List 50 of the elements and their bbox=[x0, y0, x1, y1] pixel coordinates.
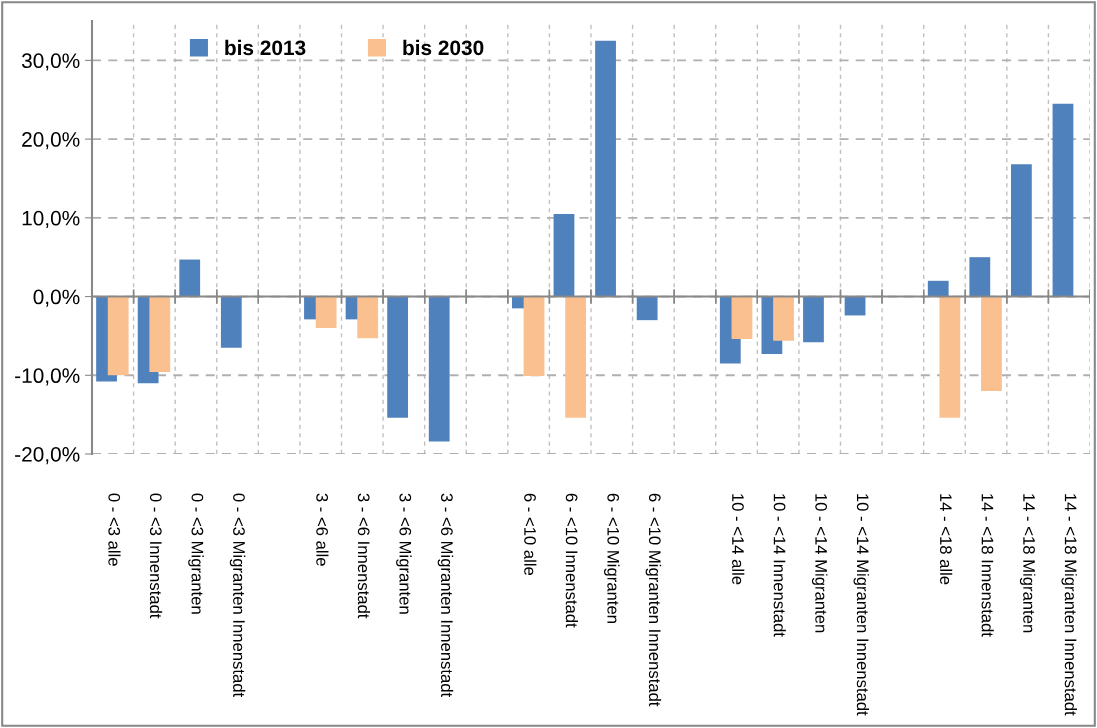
x-tick-label: 10 - <14 Innenstadt bbox=[773, 494, 786, 637]
x-tick-label: 3 - <6 Innenstadt bbox=[357, 493, 371, 619]
x-tick-label: 6 - <10 alle bbox=[524, 493, 537, 576]
bar bbox=[565, 296, 587, 418]
y-tick-label: 10,0% bbox=[22, 210, 80, 229]
bar bbox=[939, 296, 961, 418]
bar bbox=[773, 296, 794, 341]
legend-label: bis 2030 bbox=[403, 39, 484, 56]
bar bbox=[927, 280, 949, 297]
x-tick-label: 3 - <6 Migranten bbox=[396, 493, 412, 614]
bar bbox=[107, 296, 129, 376]
x-tick-label: 14 - <18 Innenstadt bbox=[981, 494, 994, 637]
x-tick-label: 0 - <3 Innenstadt bbox=[149, 493, 163, 619]
bar bbox=[969, 257, 991, 297]
bar bbox=[553, 213, 575, 297]
bar bbox=[636, 296, 658, 321]
bar bbox=[220, 296, 242, 348]
x-tick-label: 14 - <18 Migranten Innenstadt bbox=[1061, 494, 1077, 716]
x-tick-label: 0 - <3 Migranten Innenstadt bbox=[229, 493, 246, 698]
x-tick-label: 6 - <10 Innenstadt bbox=[565, 493, 578, 628]
y-tick-label: 20,0% bbox=[22, 132, 80, 150]
bar bbox=[981, 296, 1002, 392]
y-tick-label: 30,0% bbox=[21, 53, 80, 71]
x-tick-label: 3 - <6 Migranten Innenstadt bbox=[437, 493, 454, 698]
x-tick-label: 10 - <14 Migranten Innenstadt bbox=[853, 494, 870, 716]
bar bbox=[357, 296, 379, 339]
bar bbox=[523, 296, 545, 377]
x-tick-label: 10 - <14 alle bbox=[732, 494, 745, 585]
y-tick-label: -10,0% bbox=[15, 368, 80, 386]
bar bbox=[731, 296, 753, 340]
bar bbox=[315, 296, 337, 329]
x-tick-label: 6 - <10 Migranten Innenstadt bbox=[645, 493, 662, 707]
bar bbox=[1052, 103, 1074, 297]
x-tick-label: 6 - <10 Migranten bbox=[604, 493, 620, 623]
bar bbox=[1010, 164, 1032, 297]
x-tick-label: 14 - <18 Migranten bbox=[1019, 494, 1036, 633]
legend-label: bis 2013 bbox=[225, 39, 306, 56]
bar bbox=[428, 296, 450, 442]
bar bbox=[387, 296, 409, 418]
bar bbox=[595, 40, 616, 297]
bar bbox=[179, 259, 201, 297]
bar bbox=[149, 296, 171, 373]
y-tick-label: -20,0% bbox=[15, 447, 80, 465]
x-tick-label: 14 - <18 alle bbox=[939, 494, 953, 585]
x-tick-label: 0 - <3 alle bbox=[108, 493, 121, 566]
x-tick-label: 10 - <14 Migranten bbox=[811, 494, 828, 633]
x-tick-label: 0 - <3 Migranten bbox=[188, 493, 204, 614]
x-tick-label: 3 - <6 alle bbox=[316, 493, 329, 566]
bar bbox=[803, 296, 824, 343]
y-tick-label: 0,0% bbox=[33, 289, 80, 307]
